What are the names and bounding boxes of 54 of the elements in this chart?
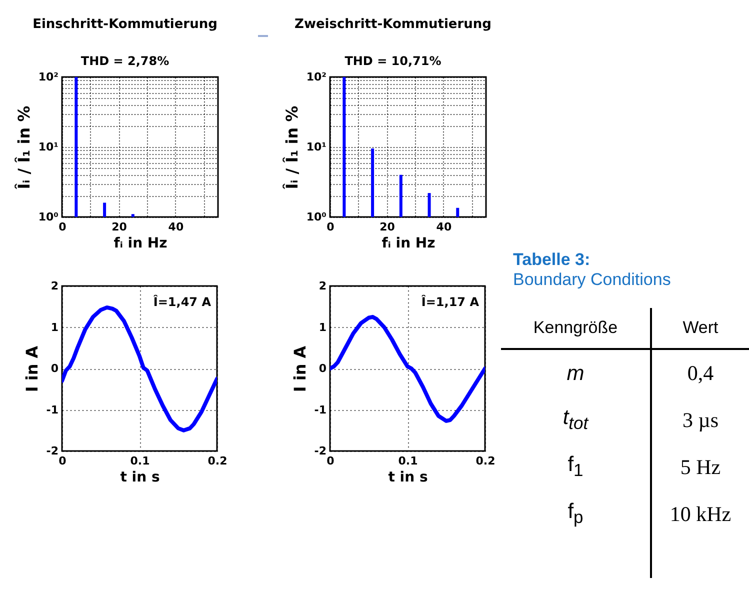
x-tick-label: 20: [380, 220, 396, 234]
x-axis-title: fᵢ in Hz: [114, 236, 168, 252]
y-tick-label: 10⁰: [38, 210, 59, 224]
chart-subtitle: THD = 10,71%: [344, 54, 442, 68]
text: 0,4: [686, 360, 715, 387]
y-tick-label: -1: [314, 403, 326, 416]
y-tick-label: 2: [318, 280, 326, 292]
text: Tabelle 3:: [513, 250, 592, 270]
y-tick-label: 10¹: [38, 140, 59, 154]
text: t$_{tot}$: [501, 397, 651, 444]
x-tick-label: 0.1: [130, 454, 150, 468]
x-axis-title: t in s: [120, 470, 160, 486]
annotation: Î=1,47 A: [153, 294, 212, 309]
text: f$_{p}$: [501, 491, 651, 538]
y-tick-label: 10²: [38, 70, 59, 84]
x-axis-title: t in s: [388, 470, 428, 486]
x-tick-label: 40: [168, 220, 184, 234]
y-tick-label: 2: [50, 280, 58, 292]
y-tick-label: 10²: [306, 70, 327, 84]
y-tick-label: -2: [314, 444, 326, 458]
x-tick-label: 0: [58, 220, 67, 234]
chart-subtitle: THD = 2,78%: [80, 54, 170, 68]
text: 5 Hz: [679, 454, 722, 481]
y-axis-title: Îᵢ / Î₁ in %: [282, 106, 302, 190]
y-tick-label: 1: [318, 320, 326, 334]
x-tick-label: 0: [58, 454, 67, 468]
text: Kenngröße: [501, 308, 651, 349]
chart-title: Zweischritt-Kommutierung: [294, 17, 492, 32]
chart-title: Einschritt-Kommutierung: [32, 17, 218, 32]
y-tick-label: -1: [46, 403, 58, 416]
y-axis-title: I in A: [22, 345, 42, 392]
x-tick-label: 0: [326, 220, 335, 234]
x-tick-label: 0.2: [208, 454, 228, 468]
text: f$_{1}$: [501, 444, 651, 491]
x-tick-label: 40: [436, 220, 452, 234]
y-tick-label: -2: [46, 444, 58, 458]
text: 3 µs: [681, 407, 720, 434]
x-tick-label: 20: [112, 220, 128, 234]
text: m: [501, 349, 651, 397]
text: Boundary Conditions: [513, 270, 672, 290]
x-tick-label: 0.1: [398, 454, 418, 468]
x-tick-label: 0: [326, 454, 335, 468]
y-axis-title: Îᵢ / Î₁ in %: [14, 106, 34, 190]
y-tick-label: 10⁰: [306, 210, 327, 224]
text: Wert: [650, 308, 749, 349]
text: 10 kHz: [668, 501, 732, 528]
y-tick-label: 10¹: [306, 140, 327, 154]
x-tick-label: 0.2: [476, 454, 496, 468]
annotation: Î=1,17 A: [421, 294, 480, 309]
x-axis-title: fᵢ in Hz: [382, 236, 436, 252]
y-tick-label: 0: [318, 362, 327, 375]
y-axis-title: I in A: [290, 345, 310, 392]
y-tick-label: 0: [50, 362, 59, 375]
y-tick-label: 1: [50, 320, 58, 334]
